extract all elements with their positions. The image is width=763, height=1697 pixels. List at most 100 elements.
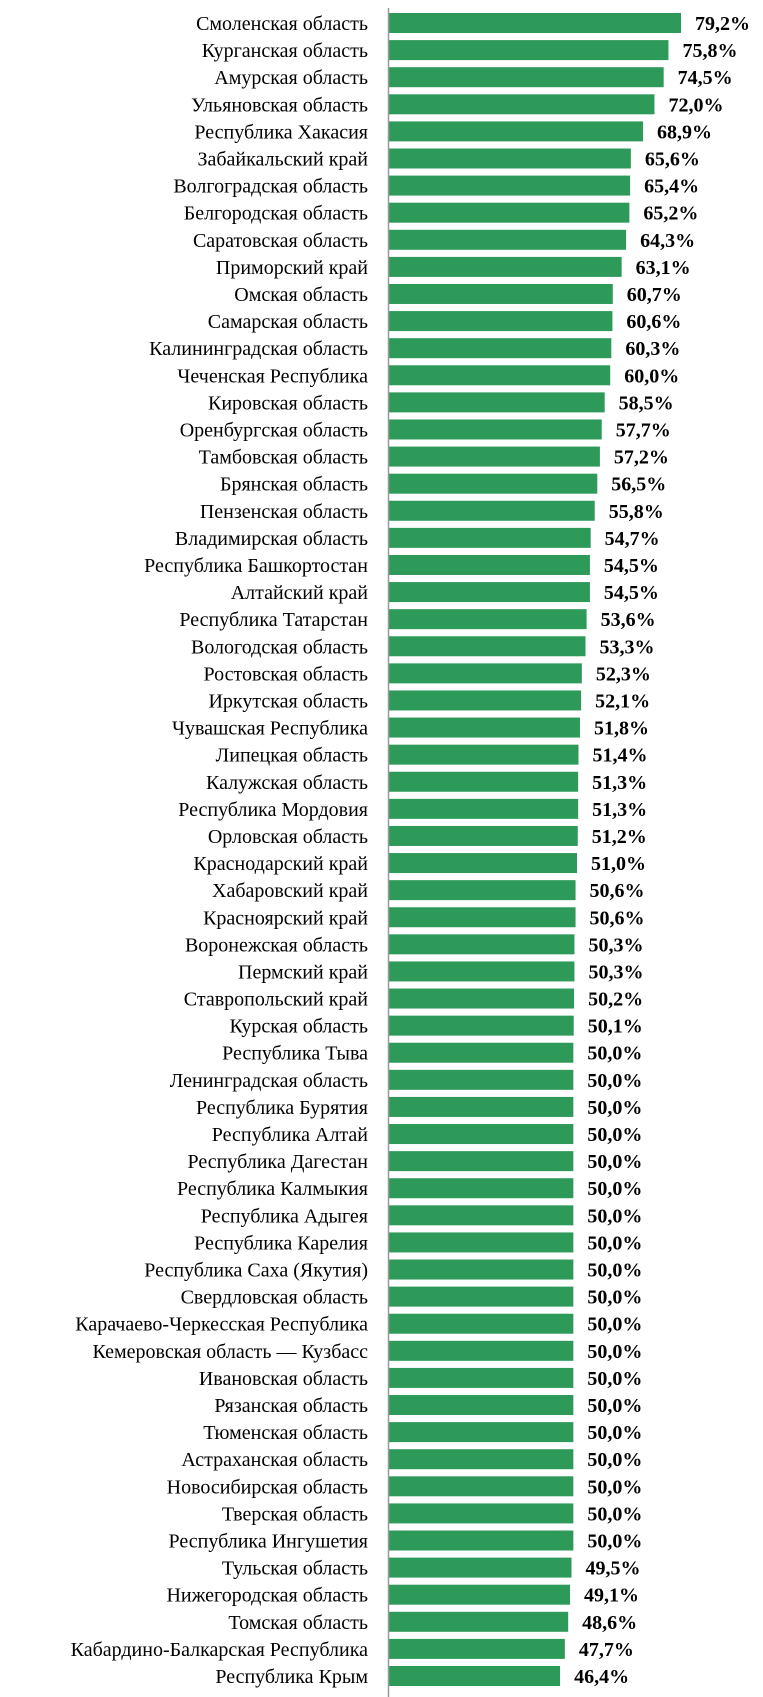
category-label: Республика Саха (Якутия) (144, 1260, 368, 1282)
category-label: Белгородская область (184, 203, 368, 225)
bar (389, 1367, 574, 1388)
category-label: Тюменская область (203, 1422, 368, 1444)
value-label: 52,3% (596, 663, 651, 685)
bar (389, 1313, 574, 1334)
bar (389, 1205, 574, 1226)
category-label: Чеченская Республика (177, 365, 368, 387)
bar (389, 1015, 574, 1036)
bar (389, 717, 580, 738)
bar (389, 13, 681, 33)
category-label: Республика Башкортостан (144, 555, 368, 577)
category-label: Чувашская Республика (172, 718, 368, 740)
value-label: 50,6% (590, 880, 645, 902)
value-label: 50,0% (587, 1178, 642, 1200)
value-label: 55,8% (609, 501, 664, 523)
value-label: 48,6% (582, 1612, 637, 1634)
category-label: Республика Ингушетия (169, 1531, 368, 1553)
value-label: 50,0% (587, 1260, 642, 1282)
value-label: 50,0% (587, 1097, 642, 1119)
category-label: Ставропольский край (184, 989, 369, 1011)
value-label: 49,1% (584, 1585, 639, 1607)
bar (389, 1232, 574, 1253)
bar (389, 419, 602, 440)
category-label: Ульяновская область (191, 94, 368, 116)
category-label: Красноярский край (203, 907, 368, 929)
category-label: Брянская область (220, 474, 368, 496)
category-label: Тверская область (222, 1503, 368, 1525)
bar (389, 609, 587, 630)
category-label: Калининградская область (149, 338, 368, 360)
bar (389, 1069, 574, 1090)
bar (389, 473, 598, 494)
value-label: 60,0% (624, 365, 679, 387)
bar (389, 40, 669, 61)
value-label: 51,3% (592, 799, 647, 821)
category-label: Карачаево-Черкесская Республика (75, 1314, 368, 1336)
bar (389, 771, 579, 792)
value-label: 50,0% (587, 1395, 642, 1417)
bar (389, 880, 576, 901)
category-label: Владимирская область (175, 528, 368, 550)
value-label: 68,9% (657, 121, 712, 143)
bar (389, 175, 631, 196)
value-label: 74,5% (678, 67, 733, 89)
bar (389, 636, 586, 657)
bar (389, 554, 590, 575)
value-label: 50,0% (587, 1287, 642, 1309)
category-label: Республика Мордовия (178, 799, 368, 821)
bar (389, 283, 613, 304)
value-label: 50,0% (587, 1205, 642, 1227)
bar (389, 934, 575, 955)
bar (389, 500, 595, 521)
value-label: 57,2% (614, 447, 669, 469)
category-label: Приморский край (216, 257, 368, 279)
value-label: 57,7% (616, 419, 671, 441)
value-label: 50,0% (587, 1422, 642, 1444)
bar (389, 365, 611, 386)
category-label: Свердловская область (181, 1287, 368, 1309)
bar (389, 1611, 569, 1632)
category-label: Рязанская область (214, 1395, 368, 1417)
value-label: 46,4% (574, 1666, 629, 1688)
category-label: Волгоградская область (173, 176, 368, 198)
value-label: 50,0% (587, 1070, 642, 1092)
category-label: Липецкая область (216, 745, 368, 767)
value-label: 64,3% (640, 230, 695, 252)
category-label: Республика Адыгея (201, 1205, 368, 1227)
bar (389, 690, 582, 711)
value-label: 50,1% (588, 1016, 643, 1038)
value-labels-group: 79,2% 75,8% 74,5% 72,0% 68,9% 65,6% 65,4% 65,2%… (574, 13, 750, 1688)
value-label: 50,0% (587, 1531, 642, 1553)
category-label: Пермский край (238, 961, 368, 983)
category-label: Новосибирская область (167, 1476, 368, 1498)
category-label: Курганская область (202, 40, 368, 62)
category-label: Астраханская область (181, 1449, 368, 1471)
category-label: Кабардино-Балкарская Республика (71, 1639, 368, 1661)
category-label: Республика Алтай (212, 1124, 368, 1146)
value-label: 65,2% (643, 203, 698, 225)
value-label: 53,6% (601, 609, 656, 631)
category-label: Республика Карелия (194, 1232, 368, 1254)
bar (389, 202, 630, 223)
bar (389, 1476, 574, 1497)
bar (389, 392, 605, 413)
value-label: 50,0% (587, 1449, 642, 1471)
bar (389, 1449, 574, 1470)
category-label: Саратовская область (193, 230, 368, 252)
bar (389, 798, 579, 819)
bar (389, 1530, 574, 1551)
category-label: Томская область (228, 1612, 368, 1634)
value-label: 75,8% (682, 40, 737, 62)
category-label: Ивановская область (199, 1368, 368, 1390)
category-label: Ленинградская область (170, 1070, 368, 1092)
bars-group (389, 13, 681, 1686)
bar (389, 446, 600, 467)
bar (389, 1340, 574, 1361)
category-label: Хабаровский край (212, 880, 368, 902)
category-label: Республика Тыва (222, 1043, 368, 1065)
category-label: Нижегородская область (166, 1585, 368, 1607)
value-label: 50,0% (587, 1503, 642, 1525)
value-label: 50,0% (587, 1368, 642, 1390)
value-label: 79,2% (695, 13, 750, 35)
value-label: 60,3% (625, 338, 680, 360)
